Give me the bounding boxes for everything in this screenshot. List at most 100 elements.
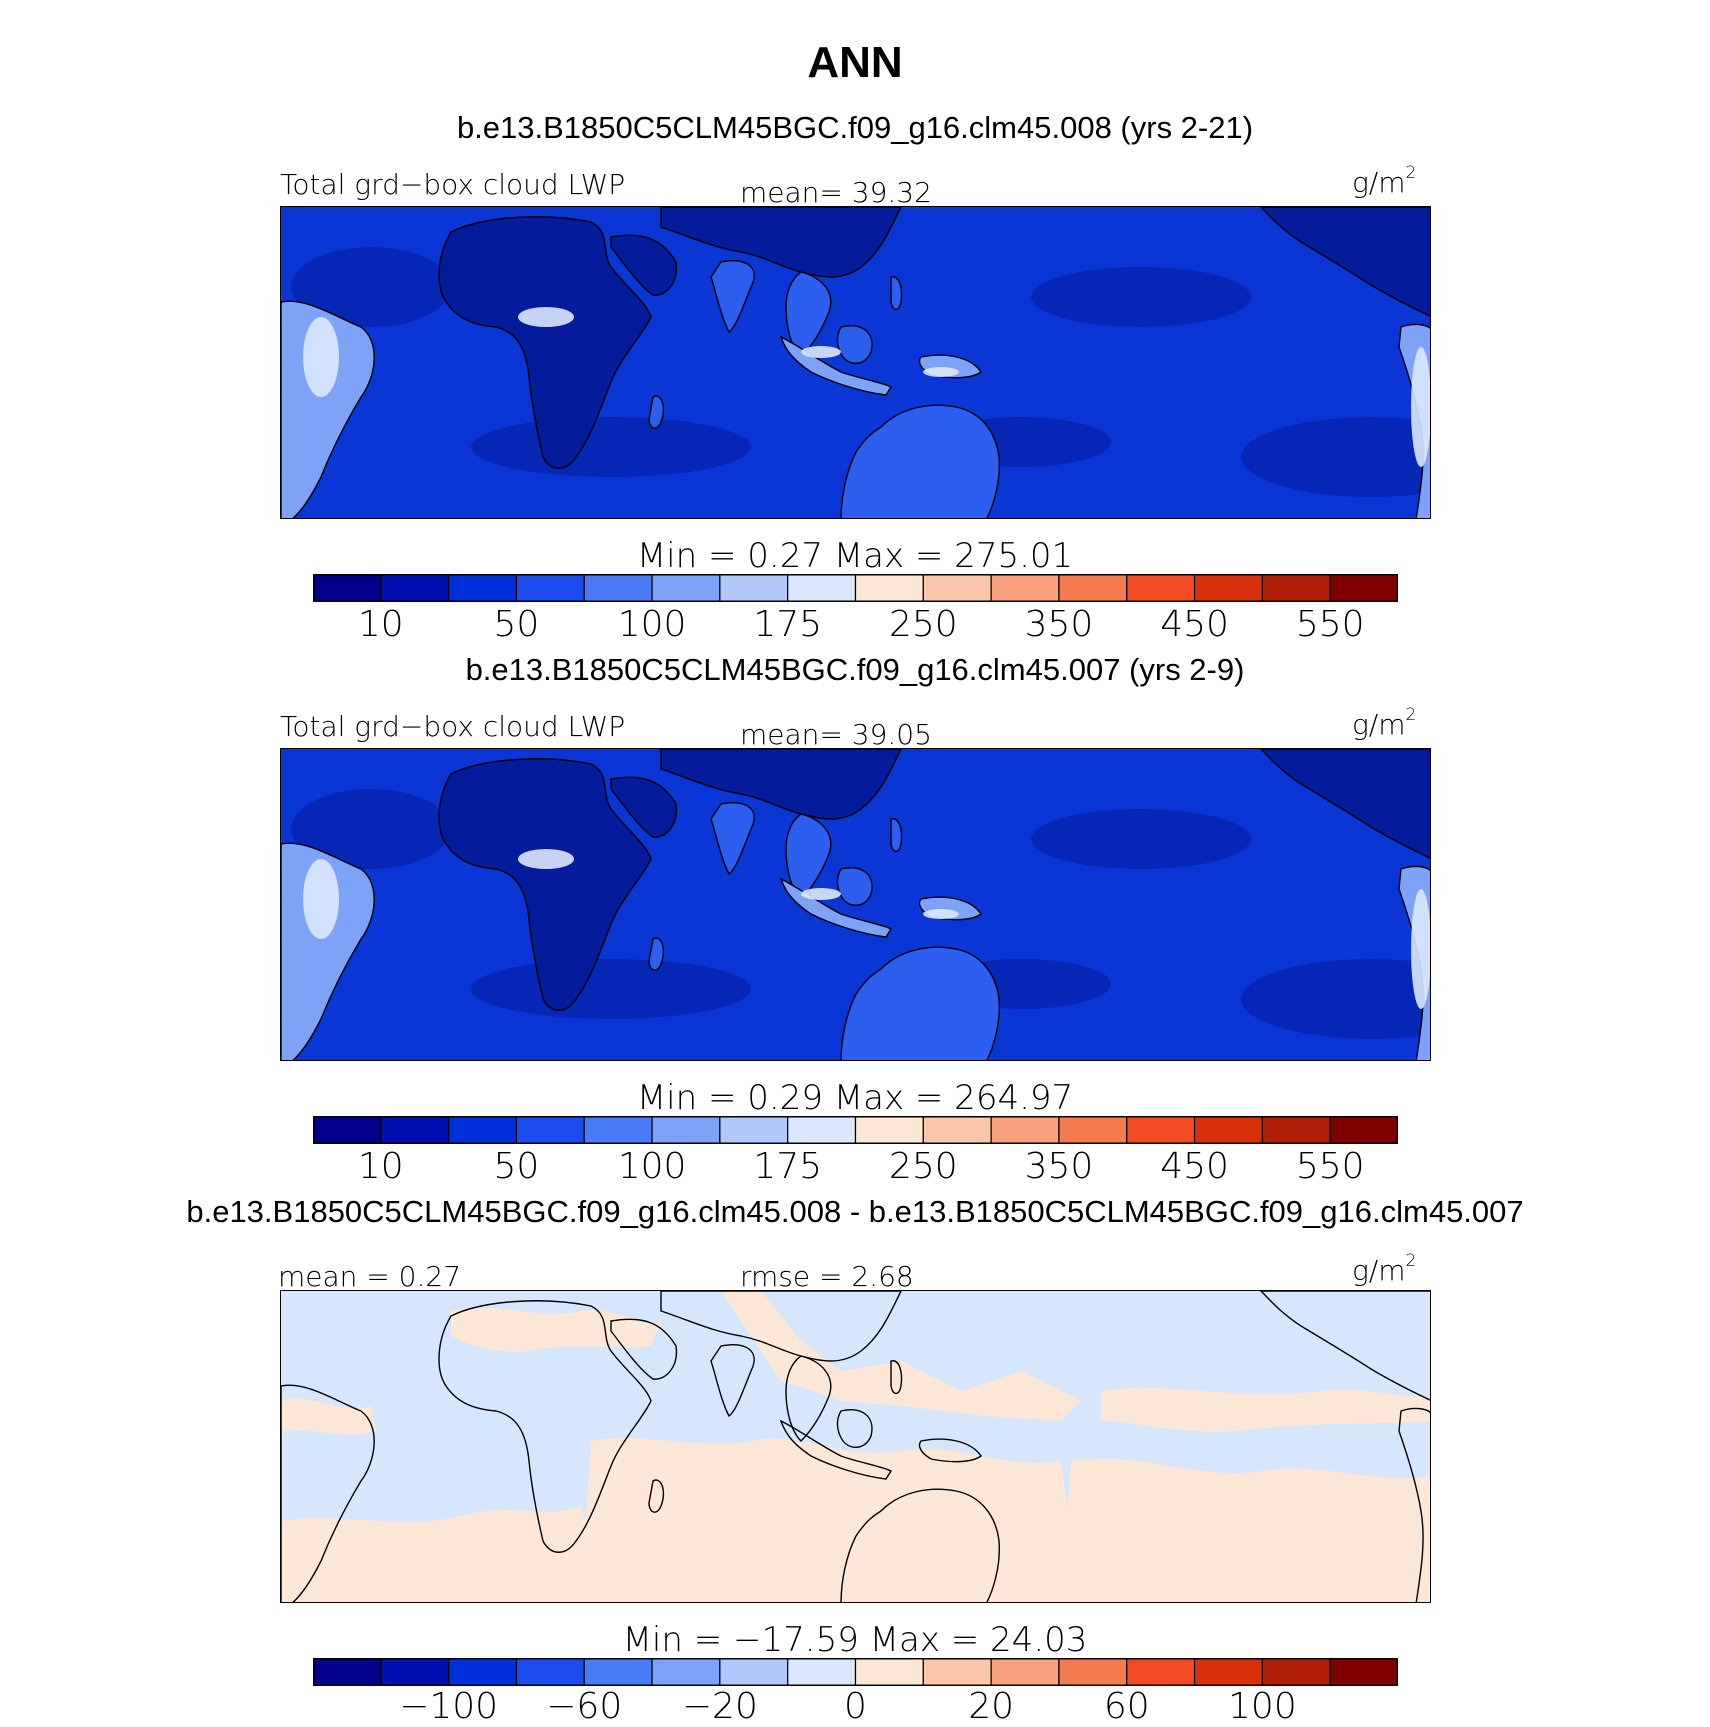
panel3-positive-regions — [281, 1291, 1430, 1602]
panel1-colorbar — [313, 574, 1398, 602]
colorbar-box-15 — [1329, 1116, 1398, 1144]
colorbar-tick-label: 450 — [1160, 1146, 1229, 1187]
land-philippines — [890, 1360, 903, 1395]
land-australia — [840, 946, 1001, 1060]
colorbar-box-6 — [719, 574, 789, 602]
panel1-units: g/m2 — [1352, 162, 1416, 199]
panel2-low-band-pac-n — [1031, 809, 1251, 869]
land-australia — [840, 1488, 1001, 1602]
colorbar-box-2 — [448, 1116, 518, 1144]
colorbar-box-14 — [1261, 1116, 1331, 1144]
panel2-low-band-pac-s — [1241, 959, 1430, 1039]
colorbar-box-11 — [1058, 1116, 1128, 1144]
panel3-map — [280, 1290, 1431, 1603]
land-arabia — [610, 234, 678, 296]
panel1-colorbar-svg — [313, 574, 1398, 602]
colorbar-box-1 — [380, 1658, 450, 1686]
high-lwp-region-2 — [923, 909, 959, 919]
land-australia — [840, 404, 1001, 518]
colorbar-tick-label: −60 — [546, 1686, 623, 1727]
colorbar-tick-label: 60 — [1103, 1686, 1150, 1727]
colorbar-frame — [313, 574, 1398, 602]
high-lwp-region-4 — [1411, 889, 1430, 1009]
panel3-pos-region-sp — [1061, 1458, 1430, 1602]
colorbar-box-5 — [651, 1116, 721, 1144]
panel1-minmax: Min = 0.27 Max = 275.01 — [636, 536, 1074, 576]
colorbar-box-0 — [313, 1658, 382, 1686]
colorbar-tick-label: 350 — [1024, 1146, 1094, 1187]
panel3-pos-region-sahara — [451, 1308, 661, 1353]
panel1-map-svg — [281, 207, 1430, 518]
colorbar-box-12 — [1126, 1658, 1196, 1686]
colorbar-tick-label: 250 — [888, 1146, 958, 1187]
colorbar-tick-label: 175 — [753, 604, 823, 645]
colorbar-box-12 — [1126, 1116, 1196, 1144]
colorbar-box-4 — [583, 1658, 653, 1686]
colorbar-box-14 — [1261, 574, 1331, 602]
panel2-case-title: b.e13.B1850C5CLM45BGC.f09_g16.clm45.007 … — [465, 652, 1245, 687]
panel1-case-title: b.e13.B1850C5CLM45BGC.f09_g16.clm45.008 … — [456, 110, 1254, 145]
land-madagascar — [648, 1479, 665, 1513]
colorbar-box-0 — [313, 574, 382, 602]
land-india — [710, 260, 755, 334]
panel3-map-svg — [281, 1291, 1430, 1602]
panel2-low-band-atl-n — [291, 789, 451, 869]
high-lwp-region-0 — [518, 307, 574, 327]
land-north-america — [1260, 207, 1430, 317]
land-india — [710, 802, 755, 876]
panel2-map — [280, 748, 1431, 1061]
panel3-colorbar — [313, 1658, 1398, 1686]
colorbar-box-12 — [1126, 574, 1196, 602]
panel3-mean-label: mean = 0.27 — [278, 1260, 462, 1293]
panel3-rmse-label: rmse = 2.68 — [740, 1260, 914, 1293]
figure-title: ANN — [807, 38, 903, 87]
panel3-colorbar-svg — [313, 1658, 1398, 1686]
land-madagascar — [648, 937, 665, 971]
colorbar-box-9 — [922, 574, 992, 602]
land-africa — [438, 758, 652, 1011]
land-borneo — [836, 1409, 873, 1448]
panel2-colorbar — [313, 1116, 1398, 1144]
colorbar-box-10 — [990, 574, 1060, 602]
colorbar-box-3 — [515, 1658, 585, 1686]
panel2-colorbar-svg — [313, 1116, 1398, 1144]
colorbar-box-1 — [380, 1116, 450, 1144]
colorbar-tick-label: 100 — [1228, 1686, 1297, 1727]
colorbar-box-10 — [990, 1658, 1060, 1686]
high-lwp-region-3 — [303, 317, 339, 397]
panel3-units: g/m2 — [1352, 1250, 1416, 1287]
colorbar-tick-label: 550 — [1295, 604, 1365, 645]
high-lwp-region-4 — [1411, 347, 1430, 467]
colorbar-tick-label: 50 — [493, 604, 540, 645]
panel3-units-base: g/m — [1352, 1254, 1406, 1287]
colorbar-box-14 — [1261, 1658, 1331, 1686]
colorbar-box-0 — [313, 1116, 382, 1144]
land-arabia — [610, 776, 678, 838]
high-lwp-region-3 — [303, 859, 339, 939]
land-borneo — [836, 867, 873, 906]
panel2-units: g/m2 — [1352, 704, 1416, 741]
colorbar-box-8 — [854, 1116, 924, 1144]
high-lwp-region-1 — [801, 346, 841, 358]
panel3-pos-region-brazil — [281, 1398, 376, 1435]
colorbar-box-3 — [515, 574, 585, 602]
panel2-variable-label: Total grd−box cloud LWP — [280, 710, 626, 743]
colorbar-box-11 — [1058, 574, 1128, 602]
colorbar-tick-label: 175 — [753, 1146, 823, 1187]
panel3-minmax: Min = −17.59 Max = 24.03 — [622, 1620, 1088, 1660]
colorbar-box-13 — [1193, 574, 1263, 602]
panel3-pos-region-asia — [721, 1291, 1081, 1421]
colorbar-box-8 — [854, 574, 924, 602]
colorbar-tick-label: 10 — [357, 1146, 404, 1187]
colorbar-box-15 — [1329, 1658, 1398, 1686]
panel2-land — [281, 749, 1430, 1060]
panel1-land — [281, 207, 1430, 518]
colorbar-tick-label: 100 — [617, 604, 687, 645]
colorbar-tick-label: 350 — [1024, 604, 1094, 645]
colorbar-tick-label: 0 — [844, 1686, 867, 1727]
colorbar-tick-label: 250 — [888, 604, 958, 645]
land-sumatra-java — [779, 877, 893, 938]
colorbar-box-2 — [448, 1658, 518, 1686]
colorbar-box-7 — [787, 1116, 857, 1144]
panel2-mean-label: mean= 39.05 — [740, 718, 932, 751]
